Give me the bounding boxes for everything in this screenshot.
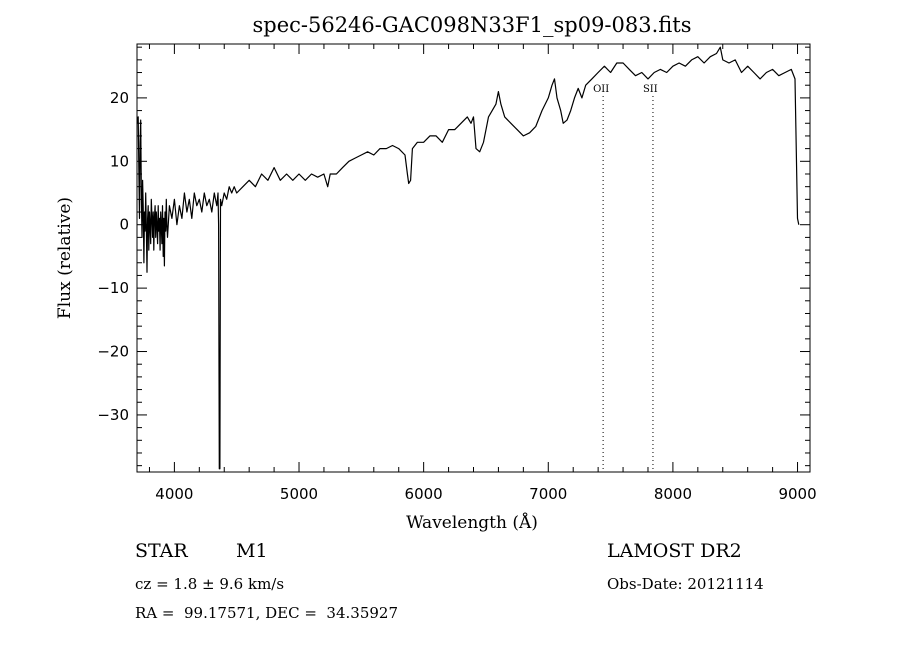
plot-frame: [136, 43, 811, 473]
object-class: STAR: [135, 540, 188, 562]
flux-series-line: [136, 46, 800, 470]
y-tick-label: 20: [110, 89, 129, 107]
observation-date: Obs-Date: 20121114: [607, 575, 764, 593]
x-tick-label: 8000: [654, 485, 692, 503]
y-tick-label: 0: [119, 216, 129, 234]
spectral-line-label: OII: [593, 84, 609, 95]
spectral-line-label: SII: [643, 84, 658, 95]
x-tick-labels: 4000 5000 6000 7000 8000 9000: [155, 485, 816, 503]
sky-coordinates: RA = 99.17571, DEC = 34.35927: [135, 604, 399, 622]
redshift-velocity: cz = 1.8 ± 9.6 km/s: [135, 575, 285, 593]
spectral-lines: OII SII: [593, 84, 658, 472]
x-tick-label: 7000: [529, 485, 567, 503]
y-tick-label: −30: [97, 406, 129, 424]
x-axis-label: Wavelength (Å): [406, 512, 538, 533]
object-subclass: M1: [236, 540, 268, 562]
y-tick-label: −10: [97, 279, 129, 297]
y-tick-label: −20: [97, 343, 129, 361]
x-tick-label: 5000: [280, 485, 318, 503]
y-axis-label: Flux (relative): [55, 197, 75, 319]
x-tick-label: 9000: [778, 485, 816, 503]
y-tick-label: 10: [110, 152, 129, 170]
survey-name: LAMOST DR2: [607, 540, 742, 562]
x-tick-label: 6000: [405, 485, 443, 503]
y-tick-labels: −30 −20 −10 0 10 20: [97, 89, 129, 424]
x-tick-label: 4000: [155, 485, 193, 503]
axis-ticks: [137, 44, 810, 472]
chart-title: spec-56246-GAC098N33F1_sp09-083.fits: [252, 13, 691, 37]
